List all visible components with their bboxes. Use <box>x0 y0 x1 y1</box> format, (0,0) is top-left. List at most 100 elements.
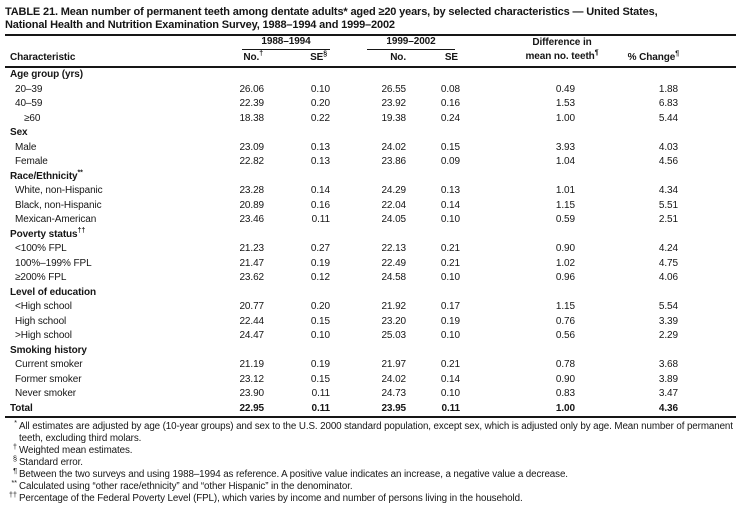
row-label: >High school <box>15 330 72 341</box>
value-cell: 1.04 <box>555 156 575 167</box>
section-row: Poverty status†† <box>5 227 736 243</box>
value-cell: 0.13 <box>440 185 460 196</box>
row-label: 40–59 <box>15 98 43 109</box>
column-group-1988-1994: 1988–1994 <box>228 36 331 50</box>
value-cell: 23.28 <box>239 185 264 196</box>
value-cell: 23.86 <box>381 156 406 167</box>
row-label: Mexican-American <box>15 214 97 225</box>
row-label: Current smoker <box>15 359 83 370</box>
value-cell: 0.90 <box>555 243 575 254</box>
value-cell: 24.05 <box>381 214 406 225</box>
column-header-se-1999: SE <box>444 52 458 63</box>
value-cell: 1.00 <box>555 112 575 124</box>
value-cell: 0.21 <box>440 257 460 269</box>
section-label: Age group (yrs) <box>5 66 736 83</box>
value-cell: 22.49 <box>381 257 406 269</box>
section-row: Age group (yrs) <box>5 66 736 83</box>
spanner-row: Characteristic 1988–1994 1999–2002 Diffe… <box>5 36 736 63</box>
section-label: Smoking history <box>10 344 87 356</box>
data-row: <High school 20.77 0.20 21.92 0.17 1.15 5.54 <box>5 300 736 315</box>
value-cell: 0.13 <box>310 156 330 167</box>
data-row: 20–39 26.06 0.10 26.55 0.08 0.49 1.88 <box>5 83 736 98</box>
value-cell: 21.23 <box>239 243 264 254</box>
table-body: Age group (yrs) 20–39 26.06 0.10 26.55 0.08 0.… <box>5 66 736 418</box>
value-cell: 22.39 <box>239 98 264 109</box>
value-cell: 0.21 <box>440 359 460 370</box>
value-cell: 0.11 <box>265 401 331 418</box>
value-cell: 0.08 <box>440 83 460 95</box>
column-group-1999-2002: 1999–2002 <box>331 36 462 50</box>
data-row: Never smoker 23.90 0.11 24.73 0.10 0.83 3.47 <box>5 387 736 402</box>
value-cell: 4.03 <box>658 141 678 153</box>
value-cell: 18.38 <box>239 112 264 124</box>
data-table: Characteristic 1988–1994 1999–2002 Diffe… <box>5 36 736 418</box>
data-row: White, non-Hispanic 23.28 0.14 24.29 0.13 1.0… <box>5 184 736 199</box>
value-cell: 23.90 <box>239 388 264 399</box>
value-cell: 1.01 <box>555 185 575 196</box>
value-cell: 0.11 <box>407 401 462 418</box>
value-cell: 0.14 <box>440 199 460 211</box>
value-cell: 5.44 <box>658 112 678 124</box>
value-cell: 0.20 <box>310 98 330 109</box>
row-label: 100%–199% FPL <box>15 257 92 269</box>
data-row: Female 22.82 0.13 23.86 0.09 1.04 4.56 <box>5 155 736 170</box>
data-row: >High school 24.47 0.10 25.03 0.10 0.56 2.29 <box>5 329 736 344</box>
row-label: High school <box>15 315 67 327</box>
data-row: 40–59 22.39 0.20 23.92 0.16 1.53 6.83 <box>5 97 736 112</box>
data-row: ≥60 18.38 0.22 19.38 0.24 1.00 5.44 <box>5 112 736 127</box>
value-cell: 24.73 <box>381 388 406 399</box>
value-cell: 20.89 <box>239 199 264 211</box>
section-row: Sex <box>5 126 736 141</box>
table-header: Characteristic 1988–1994 1999–2002 Diffe… <box>5 36 736 67</box>
value-cell: 25.03 <box>381 330 406 341</box>
value-cell: 4.06 <box>658 272 678 283</box>
footnote-ref-section-icon: § <box>323 50 327 58</box>
footnote-ref-dagger-icon: † <box>259 50 263 58</box>
value-cell: 2.51 <box>658 214 678 225</box>
value-cell: 26.06 <box>239 83 264 95</box>
value-cell: 5.51 <box>658 199 678 211</box>
column-group-1988-1994-label: 1988–1994 <box>242 36 330 50</box>
row-label: Black, non-Hispanic <box>15 199 102 211</box>
column-header-difference-line2: mean no. teeth¶ <box>525 49 599 62</box>
value-cell: 23.20 <box>381 315 406 327</box>
value-cell: 0.19 <box>440 315 460 327</box>
value-cell: 0.16 <box>310 199 330 211</box>
value-cell: 4.56 <box>658 156 678 167</box>
footnote-text: Calculated using “other race/ethnicity” … <box>19 481 353 492</box>
value-cell: 0.21 <box>440 243 460 254</box>
footnote-ref-icon: ** <box>77 169 83 177</box>
column-header-no-1999: No. <box>390 52 406 63</box>
value-cell: 3.93 <box>555 141 575 153</box>
value-cell: 6.83 <box>658 98 678 109</box>
value-cell: 0.12 <box>310 272 330 283</box>
row-label: ≥60 <box>24 112 41 124</box>
data-row: Current smoker 21.19 0.19 21.97 0.21 0.78 3.68 <box>5 358 736 373</box>
column-header-row: No.† SE§ No. SE <box>5 50 736 67</box>
table-title-line1: TABLE 21. Mean number of permanent teeth… <box>5 6 658 18</box>
value-cell: 0.90 <box>555 373 575 385</box>
value-cell: 24.58 <box>381 272 406 283</box>
row-label: ≥200% FPL <box>15 272 67 283</box>
row-label: <High school <box>15 301 72 312</box>
footnote-text: All estimates are adjusted by age (10-ye… <box>19 421 733 444</box>
value-cell: 20.77 <box>239 301 264 312</box>
value-cell: 24.02 <box>381 141 406 153</box>
footnote: § Standard error. <box>12 453 83 468</box>
column-header-difference-line1: Difference in <box>532 37 592 48</box>
value-cell: 0.11 <box>311 214 330 225</box>
footnote: ** Calculated using “other race/ethnicity… <box>11 477 353 492</box>
value-cell: 3.47 <box>658 388 678 399</box>
value-cell: 24.29 <box>381 185 406 196</box>
value-cell: 23.46 <box>239 214 264 225</box>
total-label: Total <box>5 401 228 418</box>
value-cell: 0.11 <box>311 388 330 399</box>
data-row: 100%–199% FPL 21.47 0.19 22.49 0.21 1.02 4.75 <box>5 257 736 272</box>
value-cell: 0.76 <box>555 315 575 327</box>
row-label: Never smoker <box>15 388 77 399</box>
column-header-se-1988: SE§ <box>310 50 327 63</box>
value-cell: 3.89 <box>658 373 678 385</box>
value-cell: 22.82 <box>239 156 264 167</box>
value-cell: 22.04 <box>381 199 406 211</box>
value-cell: 0.16 <box>440 98 460 109</box>
